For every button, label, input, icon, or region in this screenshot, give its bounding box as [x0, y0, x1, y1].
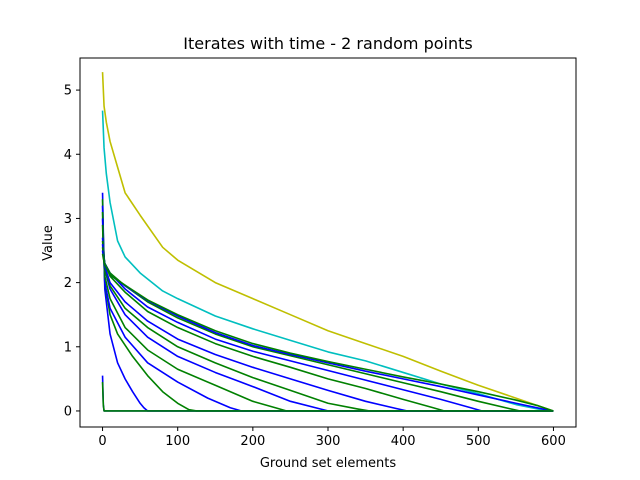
- y-tick-label: 5: [64, 84, 72, 99]
- x-tick-label: 200: [240, 434, 265, 449]
- series-line-8: [101, 224, 554, 412]
- series-line-9: [101, 237, 554, 412]
- y-tick-label: 2: [64, 276, 72, 291]
- series-line-2: [101, 110, 554, 412]
- x-axis-label: Ground set elements: [260, 456, 397, 471]
- series-line-16: [101, 382, 554, 412]
- x-tick-label: 400: [391, 434, 416, 449]
- series-line-1: [101, 72, 554, 412]
- x-tick-label: 500: [466, 434, 491, 449]
- y-tick-label: 1: [64, 340, 72, 355]
- y-axis-label: Value: [41, 225, 56, 261]
- x-tick-label: 100: [165, 434, 190, 449]
- x-axis: 0 100 200 300 400 500 600: [98, 427, 566, 449]
- x-tick-label: 300: [316, 434, 341, 449]
- y-tick-label: 0: [64, 404, 72, 419]
- y-axis: 0 1 2 3 4 5: [64, 84, 80, 419]
- y-tick-label: 3: [64, 212, 72, 227]
- y-tick-label: 4: [64, 148, 72, 163]
- series-line-12: [101, 247, 554, 412]
- series-layer: [101, 72, 554, 412]
- x-tick-label: 600: [541, 434, 566, 449]
- chart-title: Iterates with time - 2 random points: [183, 34, 472, 53]
- x-tick-label: 0: [98, 434, 106, 449]
- series-line-14: [101, 253, 554, 412]
